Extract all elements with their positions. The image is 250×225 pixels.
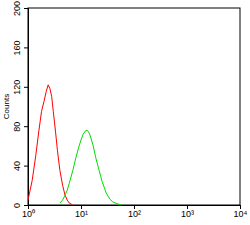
y-tick-label: 40 <box>12 161 22 171</box>
y-tick-mark <box>24 126 28 127</box>
x-tick: 10⁴ <box>234 205 248 219</box>
y-axis-line <box>24 9 29 206</box>
y-tick-label: 200 <box>12 1 22 16</box>
y-tick-label: 120 <box>12 80 22 95</box>
y-tick: 120 <box>12 80 28 95</box>
x-tick-label: 10¹ <box>75 209 88 219</box>
y-axis-title: Counts <box>2 94 11 119</box>
x-tick: 10¹ <box>75 205 88 219</box>
series-line <box>28 85 73 205</box>
y-tick-mark <box>24 47 28 48</box>
x-tick-label: 10³ <box>181 209 194 219</box>
x-tick-mark <box>134 205 135 209</box>
x-tick-mark <box>240 205 241 209</box>
x-tick: 10² <box>128 205 141 219</box>
y-tick: 160 <box>12 40 28 55</box>
y-tick-label: 80 <box>12 122 22 132</box>
y-tick-label: 0 <box>12 203 22 208</box>
y-tick: 40 <box>12 161 28 171</box>
x-axis: 10⁰ 10¹ 10² 10³ 10⁴ <box>22 205 248 219</box>
y-tick: 0 <box>12 203 28 208</box>
x-tick-mark <box>81 205 82 209</box>
x-tick-label: 10⁰ <box>22 209 35 219</box>
x-tick: 10⁰ <box>22 205 35 219</box>
y-tick-mark <box>24 8 28 9</box>
frame <box>28 8 240 205</box>
y-tick-mark <box>24 166 28 167</box>
y-tick-label: 160 <box>12 40 22 55</box>
y-axis: 0 40 80 120 160 200 <box>12 1 29 208</box>
x-tick-label: 10² <box>128 209 141 219</box>
y-tick-mark <box>24 205 28 206</box>
series-group <box>28 85 122 205</box>
chart: 10⁰ 10¹ 10² 10³ 10⁴ 0 40 80 120 160 200 Counts <box>0 0 250 225</box>
plot: 10⁰ 10¹ 10² 10³ 10⁴ 0 40 80 120 160 200 <box>12 1 248 219</box>
y-tick: 200 <box>12 1 28 16</box>
y-tick: 80 <box>12 122 28 132</box>
x-tick: 10³ <box>181 205 194 219</box>
y-tick-mark <box>24 87 28 88</box>
series-line <box>60 130 122 205</box>
x-tick-mark <box>187 205 188 209</box>
x-tick-label: 10⁴ <box>234 209 248 219</box>
